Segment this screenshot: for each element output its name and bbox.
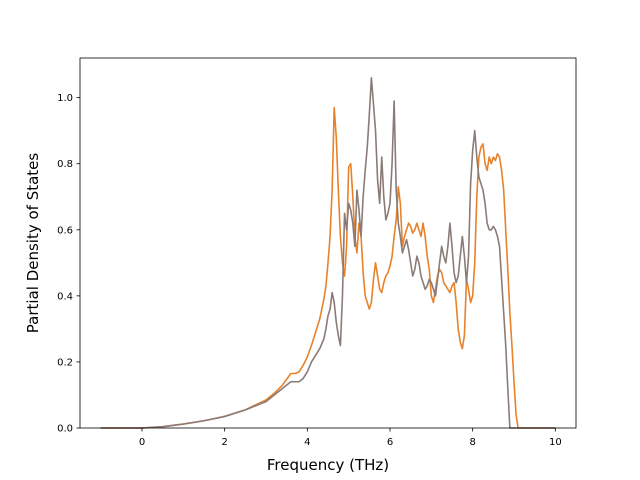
series-line-1	[100, 106, 556, 429]
x-tick-label: 2	[221, 437, 227, 448]
x-tick-label: 10	[549, 437, 562, 448]
x-tick-label: 0	[139, 437, 145, 448]
series-line-2	[100, 77, 556, 429]
y-axis-label: Partial Density of States	[24, 153, 42, 334]
x-axis-label: Frequency (THz)	[267, 456, 389, 474]
x-tick-label: 8	[469, 437, 475, 448]
x-tick-label: 4	[304, 437, 310, 448]
x-axis-ticks: 0 2 4 6 8 10	[139, 428, 562, 448]
series-layer	[100, 77, 556, 429]
y-axis-ticks: 0.0 0.2 0.4 0.6 0.8 1.0	[57, 93, 80, 435]
y-tick-label: 0.8	[57, 159, 73, 170]
y-tick-label: 0.4	[57, 291, 73, 302]
plot-frame	[79, 57, 577, 429]
y-tick-label: 0.0	[57, 424, 73, 435]
y-tick-label: 0.6	[57, 225, 73, 236]
x-tick-label: 6	[387, 437, 393, 448]
y-tick-label: 0.2	[57, 357, 73, 368]
y-tick-label: 1.0	[57, 93, 73, 104]
